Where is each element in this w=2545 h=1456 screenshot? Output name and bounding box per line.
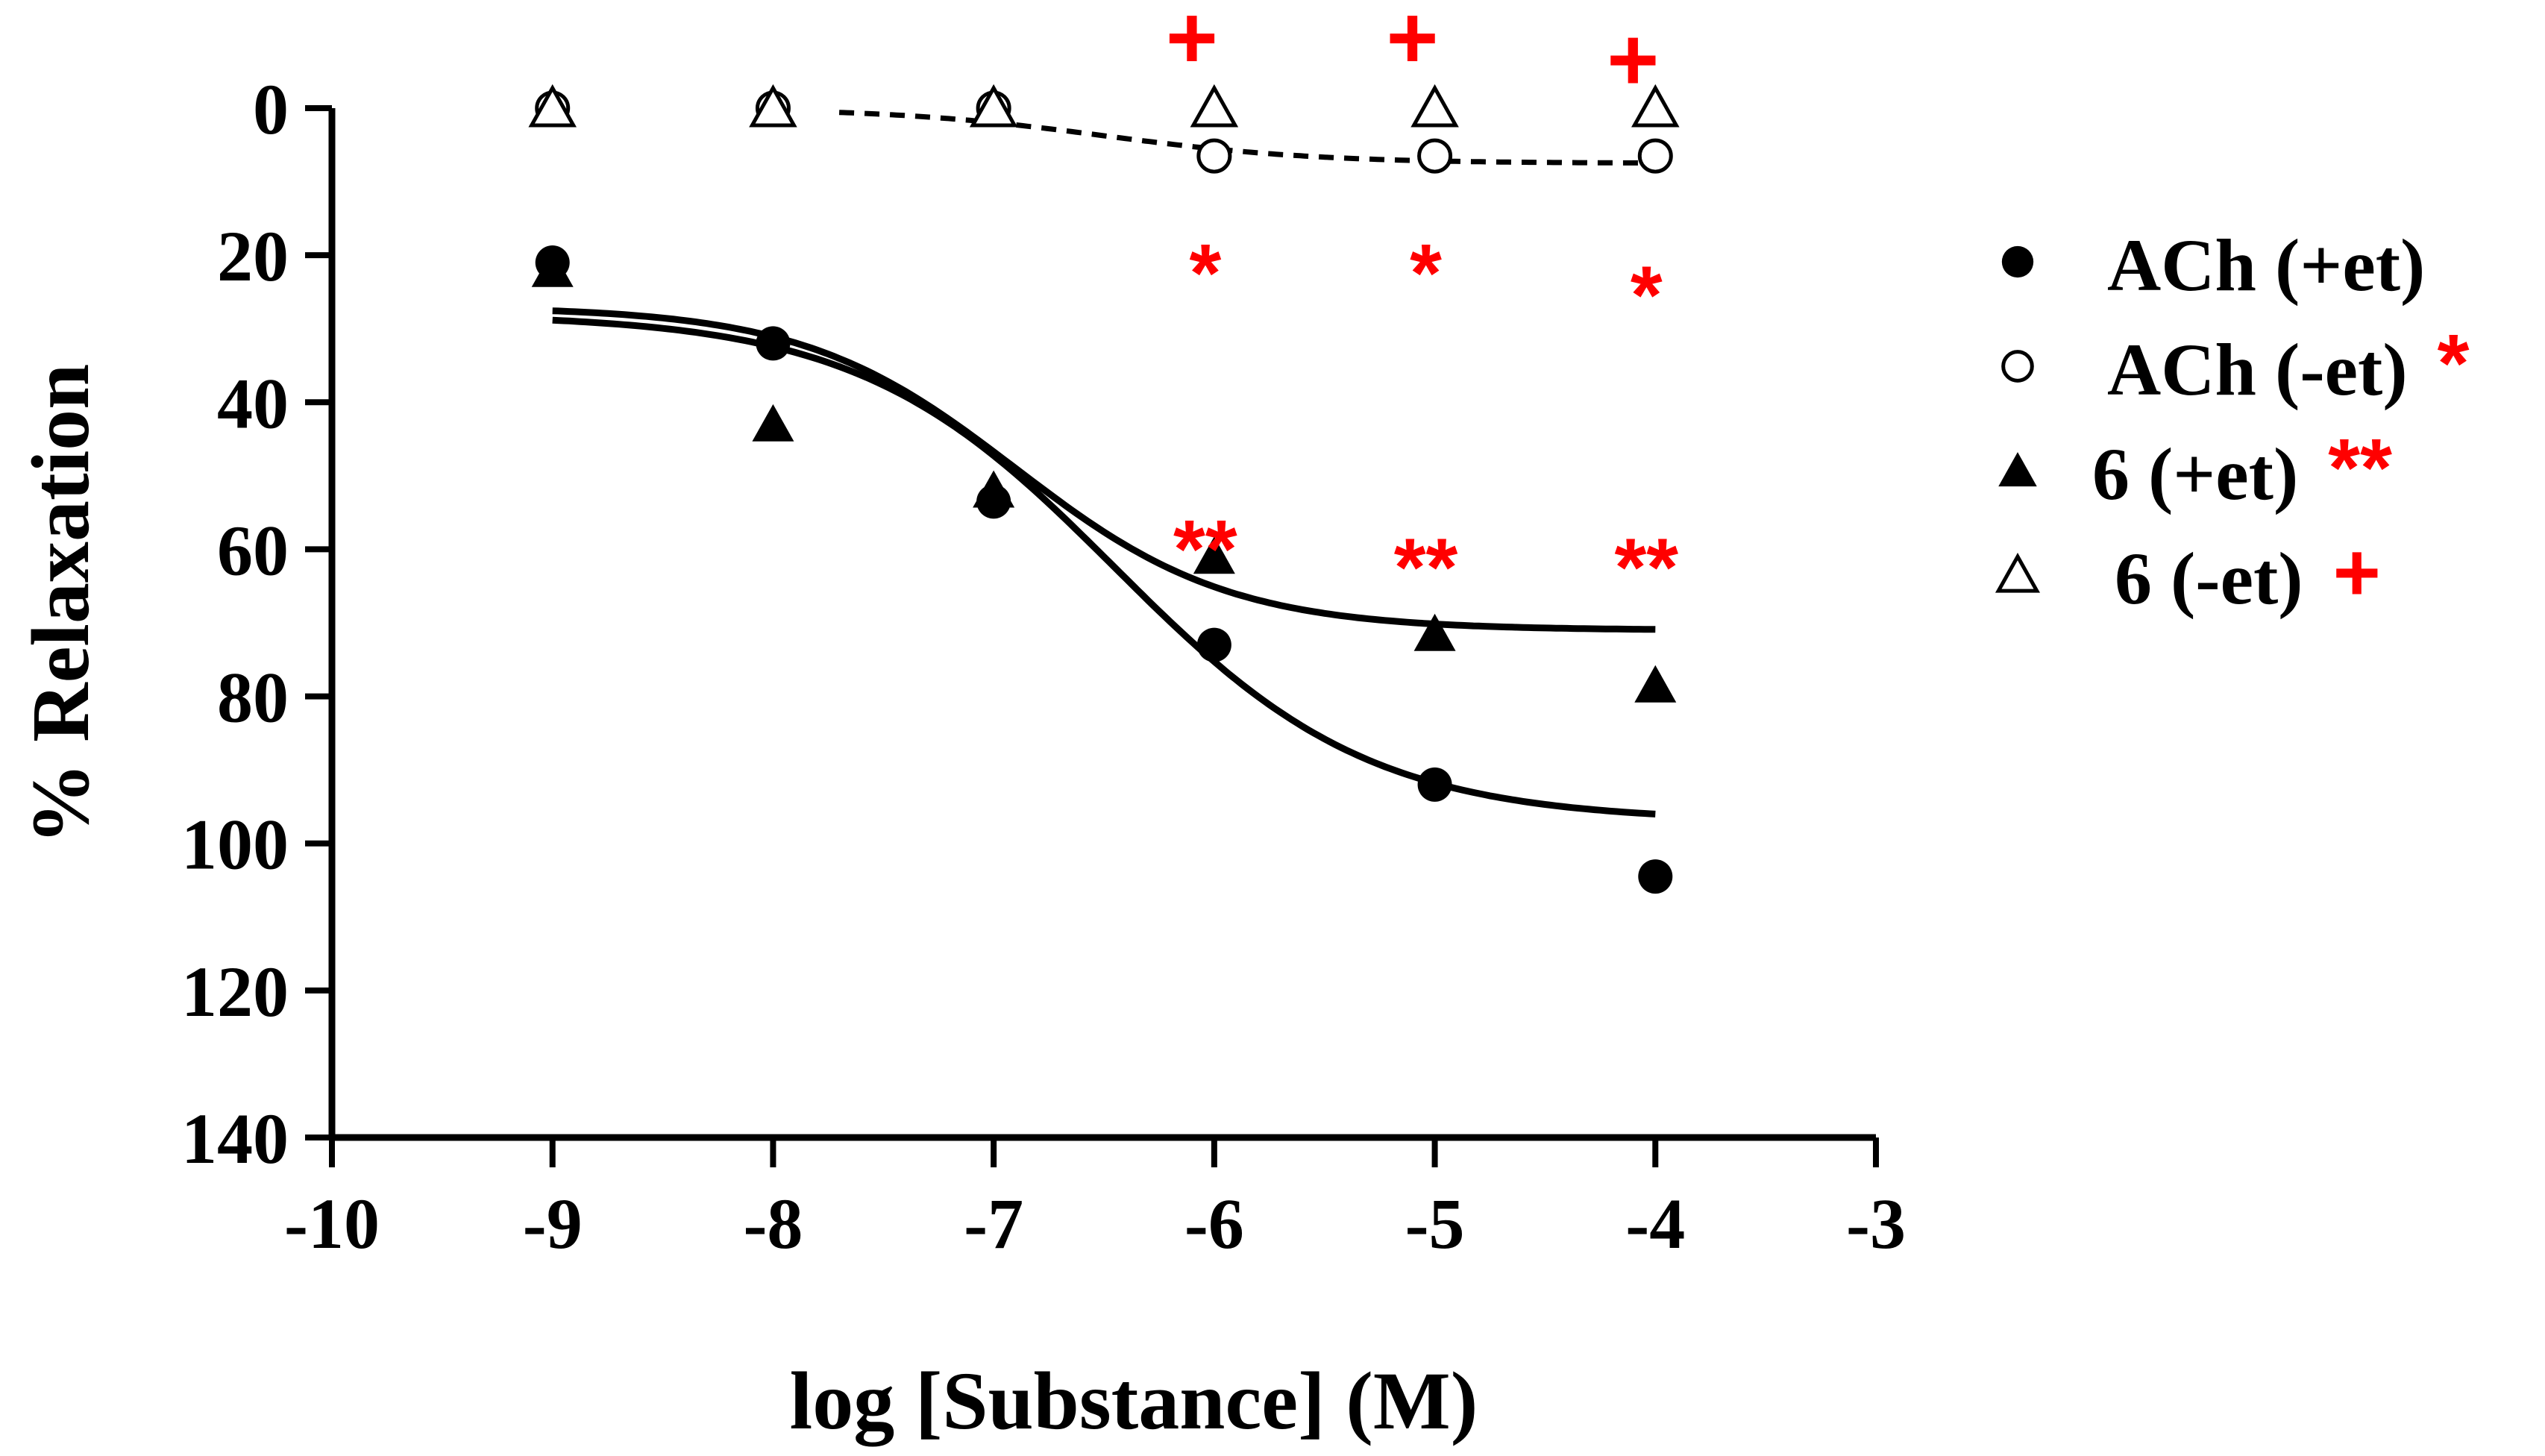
data-point xyxy=(1637,138,1673,174)
legend-label: 6 (-et) xyxy=(2115,537,2303,620)
legend-item: ACh (+et) xyxy=(2001,224,2425,307)
legend-label: 6 (+et) xyxy=(2092,433,2298,515)
y-tick-label: 120 xyxy=(181,952,289,1032)
y-tick-label: 80 xyxy=(217,658,289,738)
y-tick-label: 20 xyxy=(217,216,289,296)
data-point xyxy=(756,326,791,361)
data-point xyxy=(1410,84,1459,128)
y-ticks: 0 20 40 60 80 100 120 140 xyxy=(181,69,332,1179)
data-point xyxy=(1413,613,1456,651)
fit-curves xyxy=(552,110,1656,818)
data-point xyxy=(531,249,574,287)
legend-item: 6 (+et) ** xyxy=(1998,422,2392,515)
x-tick-label: -3 xyxy=(1846,1184,1906,1264)
data-point xyxy=(969,84,1018,128)
fit-curve xyxy=(838,110,1656,166)
data-point xyxy=(1190,84,1239,128)
data-point xyxy=(528,84,577,128)
y-tick-label: 40 xyxy=(217,363,289,443)
y-tick-label: 60 xyxy=(217,510,289,590)
fit-curve xyxy=(552,307,1656,633)
significance-mark: + xyxy=(1607,10,1659,110)
significance-mark: + xyxy=(1387,0,1439,87)
y-axis-title: % Relaxation xyxy=(15,364,106,845)
data-point xyxy=(1196,627,1231,662)
x-tick-label: -9 xyxy=(523,1184,583,1264)
fit-curve xyxy=(552,316,1656,818)
data-point xyxy=(1417,767,1452,802)
data-point xyxy=(752,404,794,442)
legend-significance-mark: ** xyxy=(2328,422,2392,514)
data-point xyxy=(1631,84,1680,128)
data-point xyxy=(1638,859,1673,894)
y-tick-label: 140 xyxy=(181,1099,289,1179)
data-points xyxy=(528,84,1680,894)
significance-mark: ** xyxy=(1173,503,1237,595)
data-point xyxy=(1193,536,1235,574)
significance-mark: * xyxy=(1189,228,1221,319)
legend-item: 6 (-et) + xyxy=(1995,527,2381,620)
x-tick-label: -6 xyxy=(1184,1184,1244,1264)
data-point xyxy=(1634,665,1677,703)
legend-marker xyxy=(1995,553,2041,593)
significance-mark: * xyxy=(1410,228,1442,319)
legend-label: ACh (-et) xyxy=(2107,328,2408,411)
x-tick-label: -5 xyxy=(1405,1184,1465,1264)
significance-mark: + xyxy=(1166,0,1218,87)
data-point xyxy=(1196,138,1232,174)
x-ticks: -10 -9 -8 -7 -6 -5 -4 -3 xyxy=(284,1138,1906,1264)
data-point xyxy=(973,470,1015,508)
legend-marker xyxy=(2001,245,2034,278)
y-tick-label: 0 xyxy=(253,69,289,149)
legend-label: ACh (+et) xyxy=(2107,224,2425,307)
legend-item: ACh (-et) * xyxy=(2001,318,2470,411)
significance-annotations: + + +* * *** ** ** xyxy=(1166,0,1678,613)
axes xyxy=(328,108,1876,1141)
legend: ACh (+et) ACh (-et) * 6 (+et) ** 6 (-et) + xyxy=(1995,224,2470,620)
y-tick-label: 100 xyxy=(181,805,289,885)
legend-marker xyxy=(1998,452,2037,487)
x-tick-label: -10 xyxy=(284,1184,380,1264)
legend-significance-mark: + xyxy=(2333,527,2381,618)
significance-mark: ** xyxy=(1614,521,1678,613)
x-tick-label: -7 xyxy=(964,1184,1023,1264)
x-tick-label: -8 xyxy=(743,1184,803,1264)
significance-mark: * xyxy=(1631,250,1663,342)
x-tick-label: -4 xyxy=(1625,1184,1685,1264)
significance-mark: ** xyxy=(1394,521,1458,613)
data-point xyxy=(1417,138,1453,174)
x-axis-title: log [Substance] (M) xyxy=(790,1355,1478,1446)
legend-significance-mark: * xyxy=(2438,318,2470,410)
data-point xyxy=(749,84,797,128)
legend-marker xyxy=(2001,350,2034,383)
